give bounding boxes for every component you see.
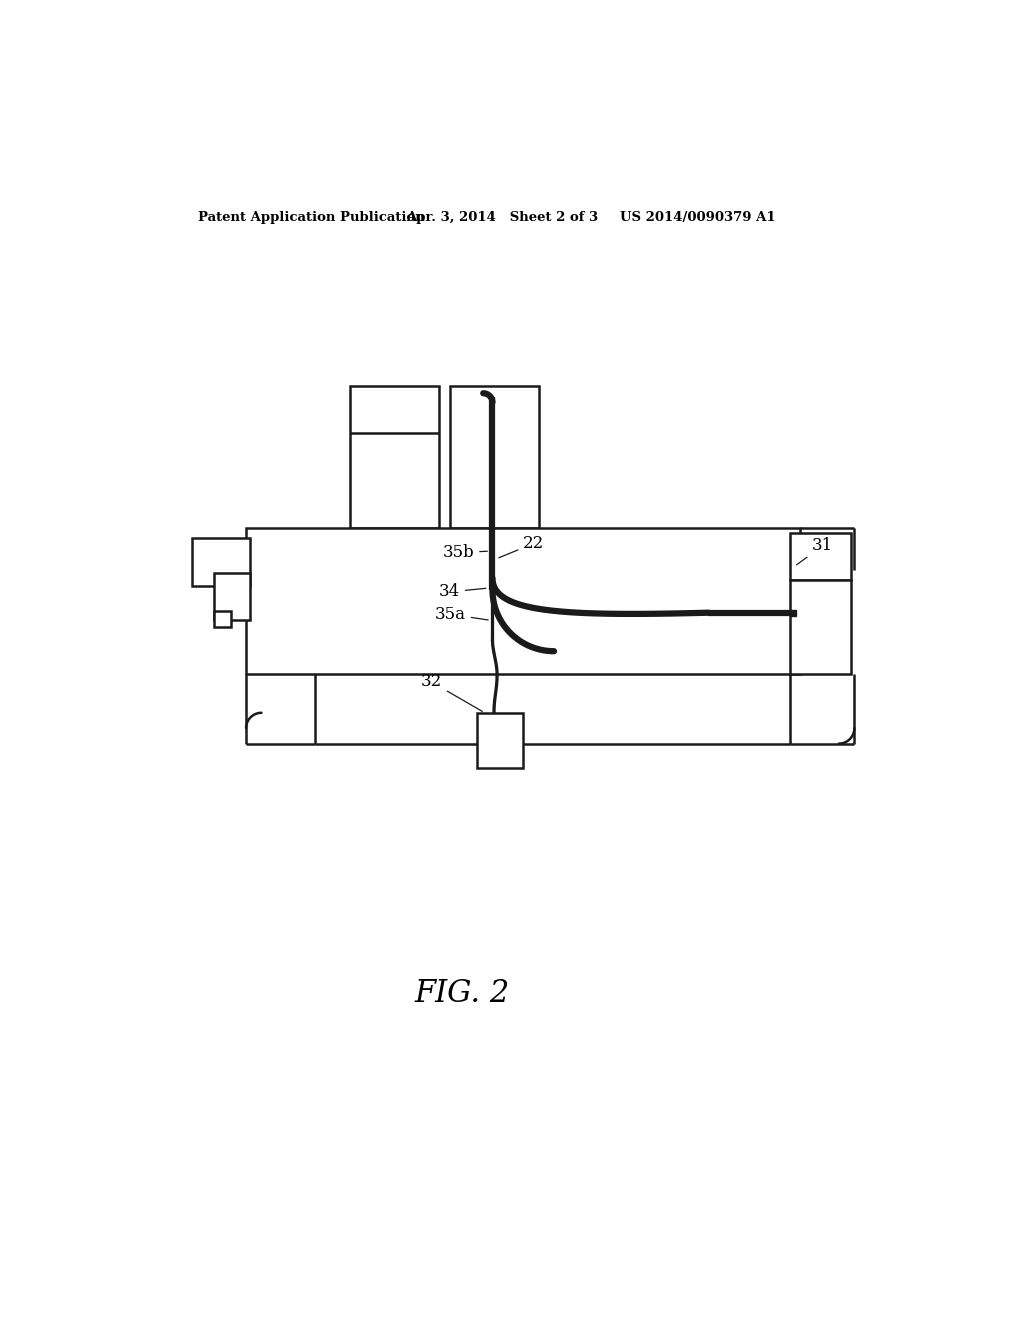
Text: 32: 32	[421, 673, 482, 711]
Text: 35a: 35a	[435, 606, 488, 623]
Text: 34: 34	[438, 583, 485, 601]
Bar	[790, 579, 851, 675]
Text: Patent Application Publication: Patent Application Publication	[199, 211, 425, 224]
Bar	[193, 539, 250, 586]
Bar	[477, 713, 523, 768]
Text: Apr. 3, 2014   Sheet 2 of 3: Apr. 3, 2014 Sheet 2 of 3	[407, 211, 598, 224]
Text: 31: 31	[797, 537, 834, 565]
Text: FIG. 2: FIG. 2	[414, 978, 509, 1010]
Bar	[350, 385, 438, 528]
Bar	[214, 573, 250, 620]
Bar	[246, 528, 801, 675]
Bar	[451, 385, 539, 528]
Text: 22: 22	[499, 535, 545, 558]
Text: 35b: 35b	[442, 544, 487, 561]
Bar	[214, 611, 230, 627]
Bar	[790, 533, 851, 579]
Text: US 2014/0090379 A1: US 2014/0090379 A1	[620, 211, 775, 224]
